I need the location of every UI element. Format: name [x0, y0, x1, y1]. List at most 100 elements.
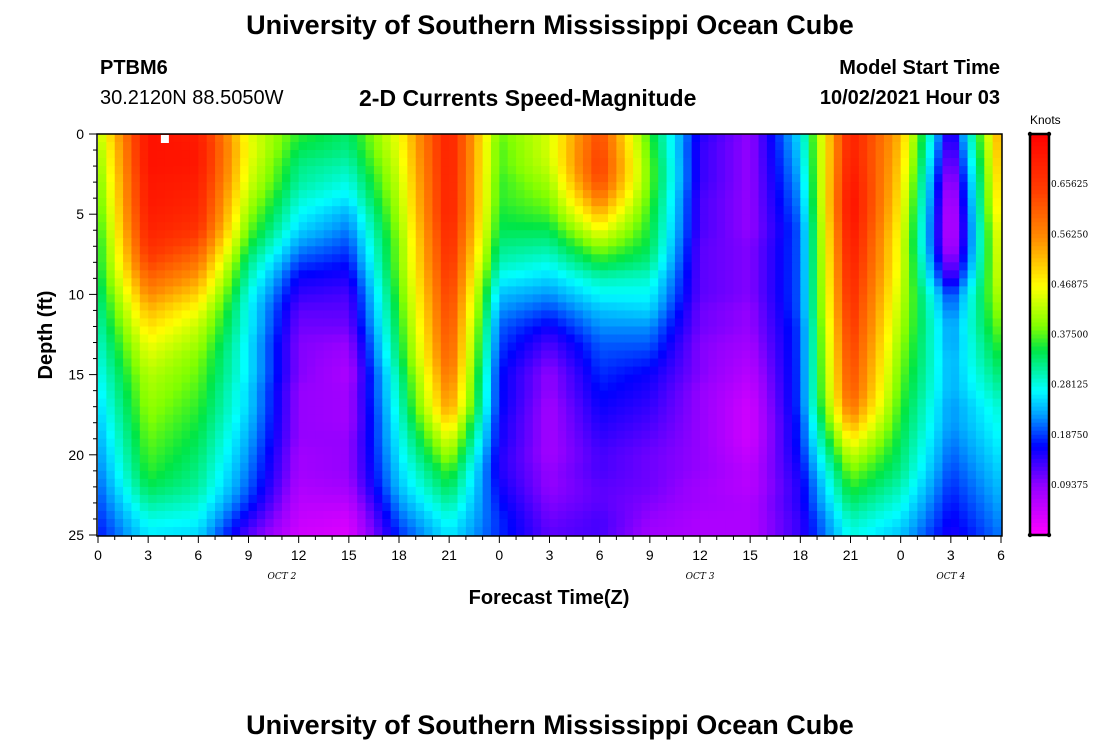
heatmap-cell — [683, 350, 693, 360]
heatmap-cell — [691, 326, 701, 336]
heatmap-cell — [541, 270, 551, 279]
heatmap-cell — [415, 358, 425, 368]
heatmap-cell — [741, 278, 751, 287]
heatmap-cell — [984, 390, 994, 400]
heatmap-cell — [967, 318, 977, 328]
heatmap-cell — [925, 326, 935, 336]
heatmap-cell — [399, 262, 408, 271]
heatmap-cell — [934, 214, 944, 223]
heatmap-cell — [950, 446, 960, 456]
heatmap-cell — [390, 294, 400, 304]
heatmap-cell — [231, 494, 241, 504]
heatmap-cell — [825, 134, 835, 143]
heatmap-cell — [123, 438, 133, 448]
heatmap-cell — [114, 302, 124, 312]
heatmap-cell — [148, 366, 158, 376]
heatmap-cell — [992, 486, 1002, 496]
heatmap-cell — [666, 470, 676, 480]
heatmap-cell — [541, 366, 551, 376]
heatmap-cell — [499, 446, 509, 456]
heatmap-cell — [215, 406, 225, 416]
heatmap-cell — [465, 486, 475, 496]
heatmap-cell — [942, 286, 952, 295]
heatmap-cell — [516, 462, 526, 472]
heatmap-cell — [365, 406, 375, 416]
heatmap-cell — [917, 190, 927, 199]
heatmap-cell — [281, 438, 291, 448]
heatmap-cell — [198, 158, 208, 167]
heatmap-cell — [357, 430, 367, 440]
heatmap-cell — [340, 294, 350, 304]
heatmap-cell — [892, 382, 902, 392]
heatmap-cell — [139, 334, 149, 344]
heatmap-cell — [808, 142, 818, 151]
heatmap-cell — [382, 358, 392, 368]
heatmap-cell — [98, 390, 107, 400]
heatmap-cell — [967, 358, 977, 368]
heatmap-cell — [240, 206, 250, 215]
heatmap-cell — [281, 406, 291, 416]
heatmap-cell — [900, 302, 910, 312]
heatmap-cell — [490, 462, 500, 472]
heatmap-cell — [624, 198, 634, 207]
heatmap-cell — [449, 318, 459, 328]
heatmap-cell — [833, 406, 843, 416]
heatmap-cell — [315, 398, 325, 408]
heatmap-cell — [440, 334, 450, 344]
heatmap-cell — [432, 222, 442, 231]
heatmap-cell — [925, 262, 935, 271]
heatmap-cell — [424, 478, 434, 488]
heatmap-cell — [432, 246, 442, 255]
heatmap-cell — [189, 166, 199, 175]
heatmap-cell — [399, 158, 408, 167]
heatmap-cell — [842, 406, 852, 416]
heatmap-cell — [582, 302, 592, 312]
heatmap-cell — [223, 222, 233, 231]
heatmap-cell — [725, 230, 735, 239]
heatmap-cell — [273, 422, 283, 432]
heatmap-cell — [817, 374, 827, 384]
heatmap-cell — [691, 206, 701, 215]
heatmap-cell — [507, 438, 517, 448]
heatmap-cell — [733, 302, 743, 312]
heatmap-cell — [382, 342, 392, 352]
heatmap-cell — [206, 486, 216, 496]
heatmap-cell — [591, 438, 601, 448]
heatmap-cell — [206, 150, 216, 159]
heatmap-cell — [825, 430, 835, 440]
heatmap-cell — [925, 350, 935, 360]
heatmap-cell — [365, 494, 375, 504]
heatmap-cell — [131, 206, 141, 215]
heatmap-cell — [516, 230, 526, 239]
heatmap-cell — [574, 326, 584, 336]
heatmap-cell — [524, 406, 534, 416]
heatmap-cell — [424, 318, 434, 328]
heatmap-cell — [223, 150, 233, 159]
heatmap-cell — [474, 478, 484, 488]
heatmap-cell — [758, 214, 768, 223]
heatmap-cell — [582, 350, 592, 360]
heatmap-cell — [298, 366, 308, 376]
heatmap-cell — [273, 470, 283, 480]
heatmap-cell — [482, 254, 492, 263]
heatmap-cell — [457, 190, 467, 199]
heatmap-cell — [775, 342, 785, 352]
heatmap-cell — [490, 262, 500, 271]
heatmap-cell — [449, 134, 459, 143]
heatmap-cell — [457, 318, 467, 328]
heatmap-cell — [348, 190, 358, 199]
heatmap-cell — [975, 366, 985, 376]
heatmap-cell — [490, 430, 500, 440]
heatmap-cell — [373, 214, 383, 223]
heatmap-cell — [641, 374, 651, 384]
heatmap-cell — [348, 462, 358, 472]
heatmap-cell — [407, 446, 417, 456]
heatmap-cell — [666, 366, 676, 376]
heatmap-cell — [415, 134, 425, 143]
heatmap-cell — [181, 270, 191, 279]
heatmap-cell — [716, 254, 726, 263]
heatmap-cell — [967, 278, 977, 287]
heatmap-cell — [925, 310, 935, 320]
heatmap-cell — [775, 454, 785, 464]
heatmap-cell — [206, 286, 216, 295]
